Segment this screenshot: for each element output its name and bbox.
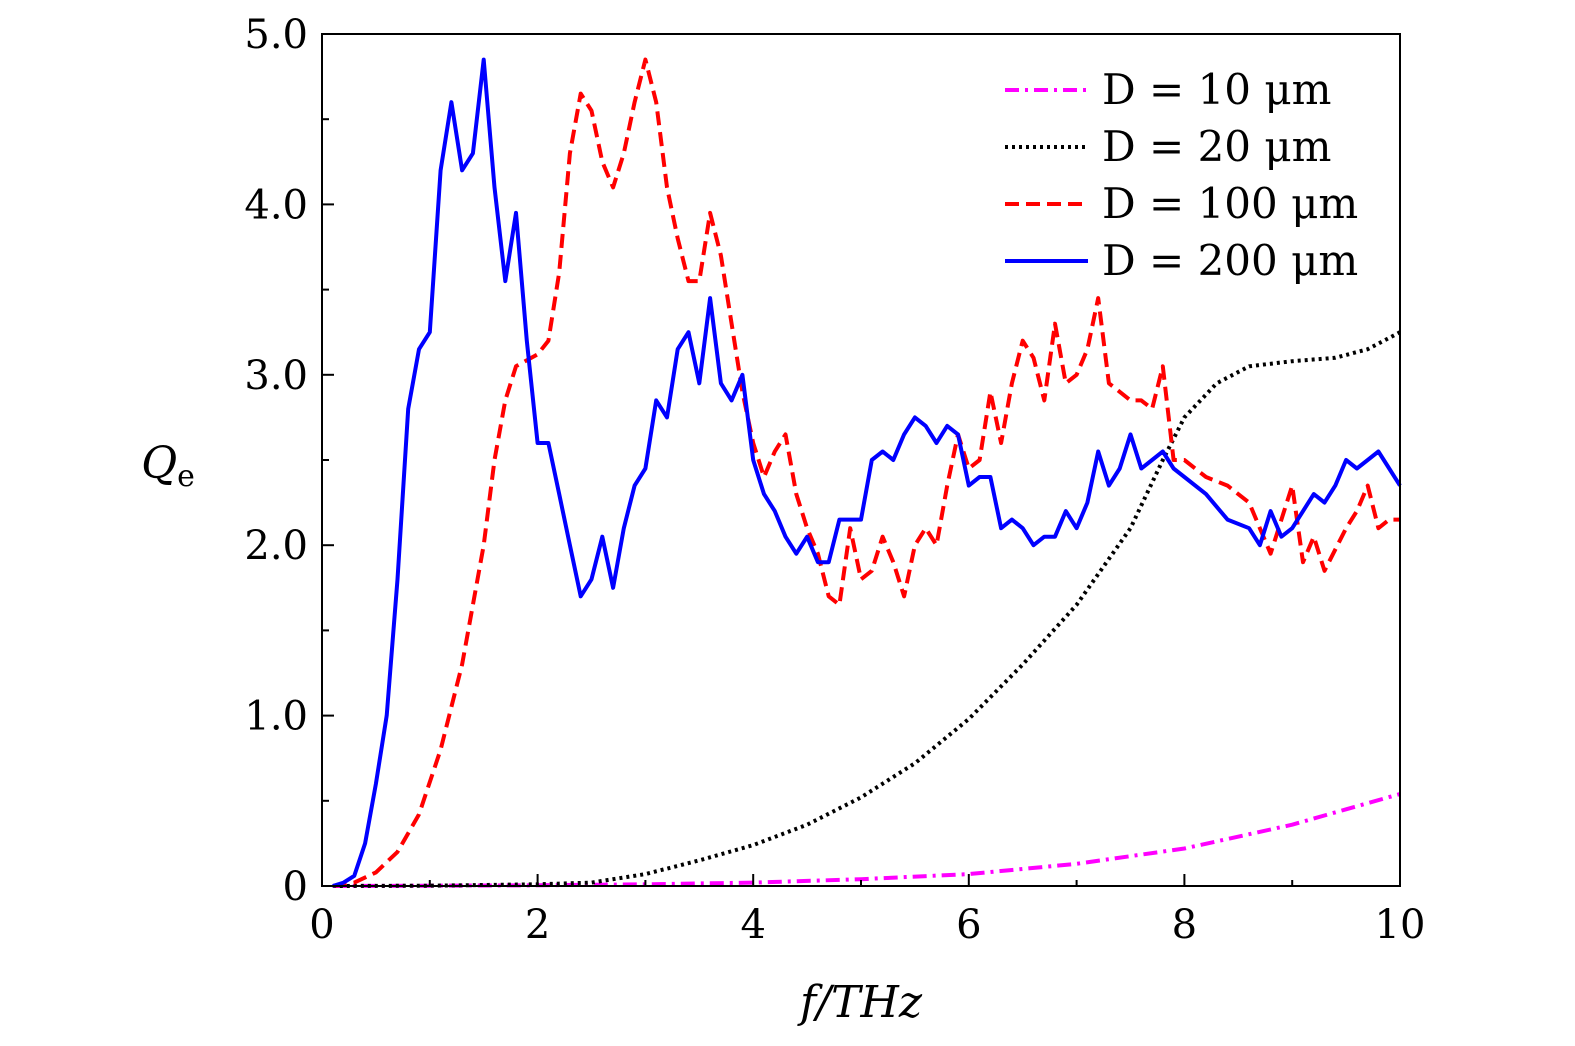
legend-label: D = 10 μm xyxy=(1102,65,1331,114)
y-tick-label: 2.0 xyxy=(244,523,308,569)
series-line xyxy=(332,330,1401,888)
y-axis-label-sub: e xyxy=(177,459,195,494)
x-tick-label: 0 xyxy=(309,902,334,948)
x-tick-label: 8 xyxy=(1172,902,1197,948)
x-tick-label: 2 xyxy=(525,902,550,948)
legend-label: D = 100 μm xyxy=(1102,179,1358,228)
x-tick-label: 6 xyxy=(956,902,981,948)
legend: D = 10 μm D = 20 μm D = 100 μm D = 200 μm xyxy=(1005,65,1358,285)
plot-background xyxy=(322,34,1400,886)
x-tick-label: 4 xyxy=(740,902,765,948)
y-tick-label: 4.0 xyxy=(244,182,308,228)
legend-label: D = 20 μm xyxy=(1102,122,1331,171)
legend-label: D = 200 μm xyxy=(1102,236,1358,285)
y-tick-label: 1.0 xyxy=(244,694,308,740)
x-axis-label: f/THz xyxy=(797,977,923,1028)
y-axis-label: Qe xyxy=(141,438,195,494)
y-tick-label: 5.0 xyxy=(244,12,308,58)
ticks-layer: 0 2 4 6 8 10 0 1.0 2.0 3.0 4.0 5.0 xyxy=(244,12,1425,948)
y-tick-label: 0 xyxy=(283,864,308,910)
series-line xyxy=(332,57,1402,888)
x-tick-label: 10 xyxy=(1375,902,1426,948)
y-tick-label: 3.0 xyxy=(244,353,308,399)
y-axis-label-main: Q xyxy=(141,438,177,489)
series-line xyxy=(332,57,1400,888)
